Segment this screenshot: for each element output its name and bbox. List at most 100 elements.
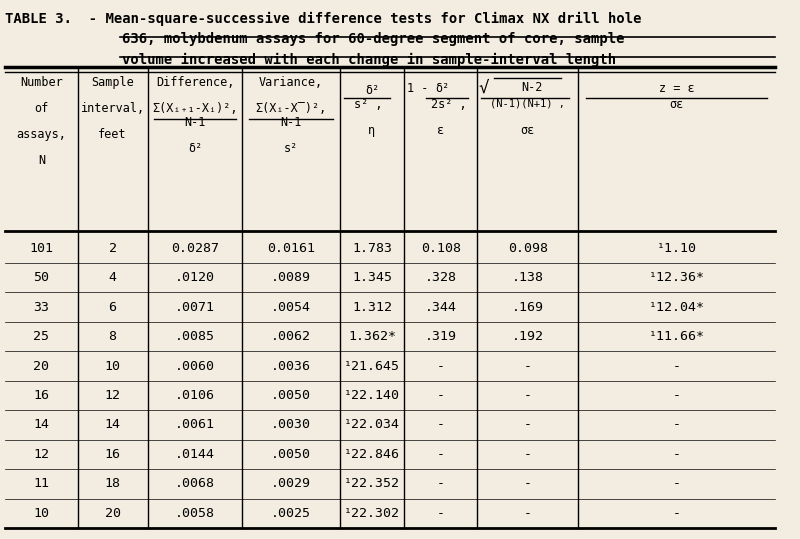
Text: ε: ε [437, 124, 444, 137]
Text: ¹1.10: ¹1.10 [657, 242, 697, 255]
Text: 20: 20 [105, 507, 121, 520]
Text: .0030: .0030 [271, 418, 311, 431]
Text: z = ε: z = ε [659, 81, 694, 95]
Text: s²: s² [284, 142, 298, 155]
Text: 1.783: 1.783 [352, 242, 392, 255]
Text: .0050: .0050 [271, 448, 311, 461]
Text: .0060: .0060 [175, 360, 215, 372]
Text: .0025: .0025 [271, 507, 311, 520]
Text: -: - [524, 389, 532, 402]
Text: 0.0287: 0.0287 [171, 242, 219, 255]
Text: √: √ [479, 79, 490, 97]
Text: .0085: .0085 [175, 330, 215, 343]
Text: 12: 12 [34, 448, 50, 461]
Text: -: - [524, 478, 532, 490]
Text: .138: .138 [512, 271, 544, 284]
Text: feet: feet [98, 128, 127, 141]
Text: σε: σε [521, 124, 535, 137]
Text: .0054: .0054 [271, 301, 311, 314]
Text: 25: 25 [34, 330, 50, 343]
Text: -: - [437, 418, 445, 431]
Text: 2: 2 [109, 242, 117, 255]
Text: -: - [673, 418, 681, 431]
Text: .344: .344 [425, 301, 457, 314]
Text: N: N [38, 154, 45, 167]
Text: 636, molybdenum assays for 60-degree segment of core, sample: 636, molybdenum assays for 60-degree seg… [122, 32, 625, 46]
Text: ¹22.846: ¹22.846 [344, 448, 400, 461]
Text: η: η [368, 124, 375, 137]
Text: -: - [524, 448, 532, 461]
Text: 101: 101 [30, 242, 54, 255]
Text: .0029: .0029 [271, 478, 311, 490]
Text: .0144: .0144 [175, 448, 215, 461]
Text: .0106: .0106 [175, 389, 215, 402]
Text: -: - [437, 360, 445, 372]
Text: -: - [673, 389, 681, 402]
Text: .169: .169 [512, 301, 544, 314]
Text: 50: 50 [34, 271, 50, 284]
Text: .0089: .0089 [271, 271, 311, 284]
Text: .0120: .0120 [175, 271, 215, 284]
Text: .0050: .0050 [271, 389, 311, 402]
Text: N-2: N-2 [521, 81, 542, 94]
Text: Variance,: Variance, [259, 77, 323, 89]
Text: .328: .328 [425, 271, 457, 284]
Text: 1.345: 1.345 [352, 271, 392, 284]
Text: 1 -: 1 - [406, 81, 428, 95]
Text: 33: 33 [34, 301, 50, 314]
Text: .0071: .0071 [175, 301, 215, 314]
Text: .319: .319 [425, 330, 457, 343]
Text: -: - [437, 389, 445, 402]
Text: -: - [524, 418, 532, 431]
Text: 6: 6 [109, 301, 117, 314]
Text: TABLE 3.  - Mean-square-successive difference tests for Climax NX drill hole: TABLE 3. - Mean-square-successive differ… [6, 12, 642, 26]
Text: .0058: .0058 [175, 507, 215, 520]
Text: δ²: δ² [435, 81, 450, 95]
Text: of: of [34, 102, 49, 115]
Text: Sample: Sample [91, 77, 134, 89]
Text: Σ(Xᵢ-X̅)²,: Σ(Xᵢ-X̅)², [255, 102, 326, 115]
Text: 16: 16 [105, 448, 121, 461]
Text: 20: 20 [34, 360, 50, 372]
Text: -: - [673, 448, 681, 461]
Text: -: - [673, 507, 681, 520]
Text: assays,: assays, [17, 128, 66, 141]
Text: 0.098: 0.098 [508, 242, 548, 255]
Text: .0061: .0061 [175, 418, 215, 431]
Text: ¹22.034: ¹22.034 [344, 418, 400, 431]
Text: .0068: .0068 [175, 478, 215, 490]
Text: -: - [437, 507, 445, 520]
Text: -: - [524, 507, 532, 520]
Text: -: - [437, 448, 445, 461]
Text: ¹22.140: ¹22.140 [344, 389, 400, 402]
Text: 10: 10 [105, 360, 121, 372]
Text: ¹22.352: ¹22.352 [344, 478, 400, 490]
Text: (N-1)(N+1) ,: (N-1)(N+1) , [490, 98, 566, 108]
Text: 4: 4 [109, 271, 117, 284]
Text: 14: 14 [105, 418, 121, 431]
Text: 1.362*: 1.362* [348, 330, 396, 343]
Text: σε: σε [670, 98, 684, 112]
Text: N-1: N-1 [184, 116, 206, 129]
Text: 2s² ,: 2s² , [430, 98, 466, 112]
Text: ¹12.36*: ¹12.36* [649, 271, 705, 284]
Text: 8: 8 [109, 330, 117, 343]
Text: 14: 14 [34, 418, 50, 431]
Text: volume increased with each change in sample-interval length: volume increased with each change in sam… [122, 53, 616, 67]
Text: .192: .192 [512, 330, 544, 343]
Text: 11: 11 [34, 478, 50, 490]
Text: 16: 16 [34, 389, 50, 402]
Text: interval,: interval, [81, 102, 145, 115]
Text: δ²: δ² [365, 84, 379, 97]
Text: ¹11.66*: ¹11.66* [649, 330, 705, 343]
Text: .0062: .0062 [271, 330, 311, 343]
Text: N-1: N-1 [280, 116, 302, 129]
Text: δ²: δ² [188, 142, 202, 155]
Text: -: - [673, 360, 681, 372]
Text: Number: Number [20, 77, 63, 89]
Text: 1.312: 1.312 [352, 301, 392, 314]
Text: ¹22.302: ¹22.302 [344, 507, 400, 520]
Text: Difference,: Difference, [156, 77, 234, 89]
Text: 12: 12 [105, 389, 121, 402]
Text: 0.108: 0.108 [421, 242, 461, 255]
